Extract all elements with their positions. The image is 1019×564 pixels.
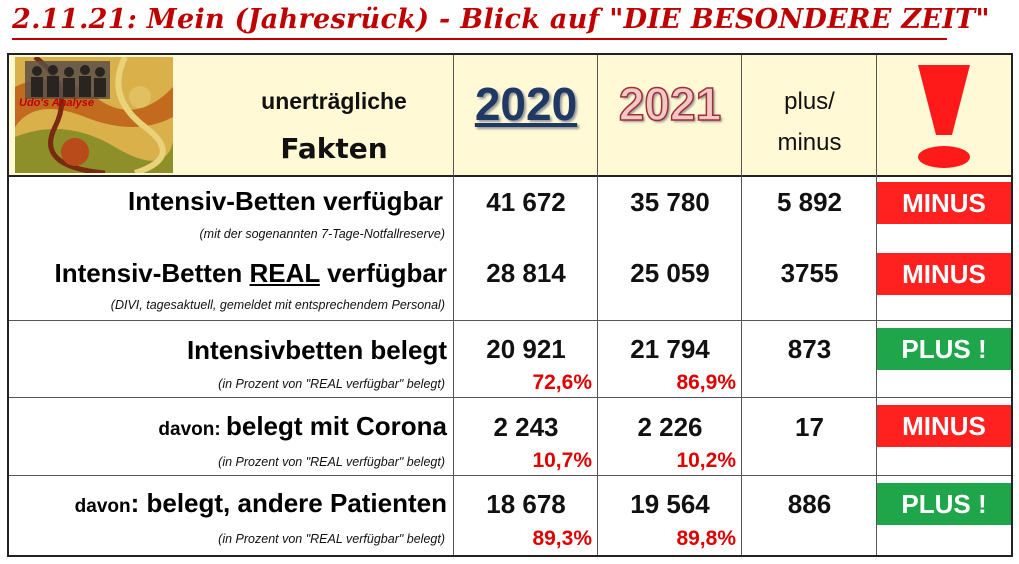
row5-label: davon: belegt, andere Patienten — [74, 488, 447, 518]
row5-value-2020: 18 678 — [486, 489, 566, 519]
row1-label: Intensiv-Betten verfügbar — [128, 186, 443, 216]
row4-percent-2020: 10,7% — [532, 449, 592, 472]
row2-label: Intensiv-Betten REAL verfügbar — [54, 258, 448, 288]
header-year-2021: 2021 — [618, 77, 722, 131]
row3-label: Intensivbetten belegt — [186, 335, 447, 365]
row2-status-badge: MINUS — [877, 253, 1011, 295]
logo-text: Udo's Analyse — [19, 97, 94, 109]
row4-note: (in Prozent von "REAL verfügbar" belegt) — [218, 455, 445, 469]
row2-note: (DIVI, tagesaktuell, gemeldet mit entspr… — [110, 298, 445, 312]
header-year-2020: 2020 — [474, 78, 578, 130]
logo-image: Udo's Analyse — [15, 57, 173, 173]
row5-value-2021: 19 564 — [630, 489, 710, 519]
row1-status-badge: MINUS — [877, 182, 1011, 224]
row4-diff: 17 — [795, 412, 824, 442]
row3-note: (in Prozent von "REAL verfügbar" belegt) — [218, 377, 445, 391]
page-title: 2.11.21: Mein (Jahresrück) - Blick auf "… — [12, 4, 990, 40]
row1-value-2021: 35 780 — [630, 187, 710, 217]
row3-percent-2020: 72,6% — [532, 371, 592, 394]
facts-table: Udo's Analyse unerträgliche Fakten 2020 … — [7, 53, 1013, 557]
row2-value-2020: 28 814 — [486, 258, 566, 288]
row4-percent-2021: 10,2% — [676, 449, 736, 472]
header-diff-line2: minus — [777, 129, 842, 156]
row3-percent-2021: 86,9% — [676, 371, 736, 394]
row1-diff: 5 892 — [776, 187, 843, 217]
row5-status-badge: PLUS ! — [877, 483, 1011, 525]
row4-value-2021: 2 226 — [637, 412, 703, 442]
row1-note: (mit der sogenannten 7-Tage-Notfallreser… — [199, 227, 446, 241]
row4-status-badge: MINUS — [877, 405, 1011, 447]
row3-value-2021: 21 794 — [630, 334, 710, 364]
header-year-2020-cell — [454, 55, 598, 175]
header-diff-line1: plus/ — [784, 88, 835, 115]
row1-value-2020: 41 672 — [486, 187, 566, 217]
row2-value-2021: 25 059 — [630, 258, 710, 288]
row2-diff: 3755 — [780, 258, 839, 288]
exclamation-icon — [904, 61, 984, 171]
row3-status-badge: PLUS ! — [877, 328, 1011, 370]
row5-note: (in Prozent von "REAL verfügbar" belegt) — [218, 532, 445, 546]
row3-diff: 873 — [787, 334, 832, 364]
row5-percent-2020: 89,3% — [532, 527, 592, 550]
row5-diff: 886 — [787, 489, 832, 519]
header-facts-line2: Fakten — [280, 132, 388, 165]
row3-value-2020: 20 921 — [486, 334, 566, 364]
header-facts-line1: unerträgliche — [261, 88, 407, 114]
header-year-2021-cell — [598, 55, 742, 175]
header-diff-cell — [742, 55, 877, 175]
row5-percent-2021: 89,8% — [676, 527, 736, 550]
row4-value-2020: 2 243 — [493, 412, 559, 442]
row4-label: davon: belegt mit Corona — [158, 411, 447, 441]
